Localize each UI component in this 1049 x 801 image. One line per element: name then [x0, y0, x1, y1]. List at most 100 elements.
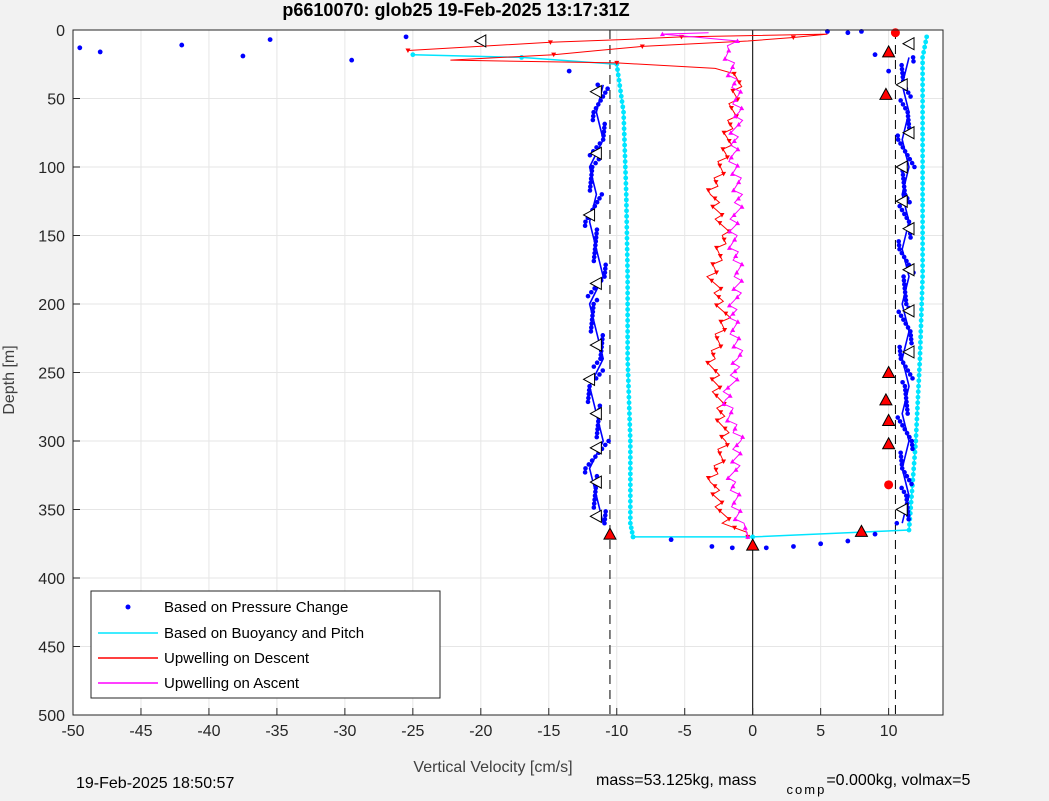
buoyancy-point — [912, 455, 917, 461]
buoyancy-point — [626, 394, 632, 400]
upwelling-descent-point — [724, 155, 730, 160]
buoyancy-point — [627, 471, 633, 477]
upwelling-descent-point — [728, 105, 734, 111]
upwelling-ascent-point — [728, 154, 734, 160]
buoyancy-point — [615, 72, 621, 78]
upwelling-ascent-point — [732, 237, 738, 242]
buoyancy-point — [918, 334, 924, 340]
buoyancy-point — [918, 312, 924, 318]
pressure-point — [593, 160, 598, 166]
x-tick-label: -45 — [129, 723, 152, 740]
upwelling-descent-point — [719, 500, 725, 506]
upwelling-ascent-point — [726, 48, 732, 53]
red-triangle-marker — [879, 87, 893, 100]
upwelling-ascent-point — [731, 500, 737, 505]
pressure-point — [591, 258, 597, 264]
pressure-outlier-point — [566, 68, 572, 74]
upwelling-ascent-point — [732, 368, 738, 374]
buoyancy-point — [624, 202, 629, 208]
pressure-point — [602, 125, 607, 131]
buoyancy-point — [627, 466, 633, 471]
upwelling-ascent-point — [734, 442, 740, 448]
pressure-point — [896, 309, 902, 315]
buoyancy-point — [616, 77, 622, 83]
pressure-outlier-point — [763, 545, 769, 551]
buoyancy-point — [920, 60, 926, 66]
y-tick-label: 50 — [47, 92, 65, 109]
buoyancy-point — [625, 361, 631, 367]
x-tick-label: -20 — [469, 723, 492, 740]
pressure-outlier-point — [886, 68, 892, 74]
pressure-point — [587, 188, 593, 193]
upwelling-ascent-point — [736, 122, 742, 127]
upwelling-descent-point — [720, 147, 726, 152]
pressure-point — [899, 485, 904, 491]
footer-comp-text: =0.000kg, volmax=5 — [826, 772, 971, 789]
pressure-point — [899, 466, 905, 471]
buoyancy-point — [624, 219, 630, 225]
pressure-point — [589, 168, 595, 174]
buoyancy-point — [624, 224, 630, 230]
pressure-point — [901, 184, 907, 189]
buoyancy-point — [920, 137, 926, 143]
black-triangle-marker — [473, 34, 487, 48]
y-tick-label: 500 — [38, 708, 65, 725]
pressure-point — [905, 113, 911, 119]
buoyancy-point — [916, 372, 922, 378]
pressure-point — [897, 348, 903, 354]
pressure-point — [907, 156, 913, 162]
upwelling-descent-point — [710, 204, 716, 210]
pressure-point — [595, 423, 601, 428]
legend-label-descent: Upwelling on Descent — [164, 650, 310, 667]
pressure-point — [906, 219, 912, 225]
pressure-point — [600, 368, 606, 373]
pressure-point — [900, 74, 906, 80]
data-series — [77, 28, 930, 551]
pressure-point — [898, 356, 904, 362]
footer-mass-info: mass=53.125kg, mass comp=0.000kg, volmax=… — [596, 772, 971, 797]
legend-entry-buoyancy: Based on Buoyancy and Pitch — [98, 625, 364, 642]
buoyancy-point — [911, 460, 917, 466]
upwelling-ascent-point — [730, 64, 736, 69]
legend-entry-ascent: Upwelling on Ascent — [98, 675, 300, 692]
buoyancy-point — [914, 422, 920, 427]
buoyancy-point — [624, 246, 630, 252]
pressure-point — [901, 176, 906, 182]
buoyancy-point — [920, 246, 926, 252]
upwelling-ascent-point — [725, 385, 731, 390]
pressure-point — [583, 466, 588, 471]
buoyancy-point — [920, 159, 926, 164]
buoyancy-point — [625, 285, 631, 290]
upwelling-ascent-point — [738, 89, 744, 94]
buoyancy-point — [908, 499, 914, 505]
buoyancy-point — [624, 230, 630, 236]
buoyancy-point — [622, 164, 628, 170]
black-triangle-marker — [582, 208, 596, 222]
pressure-point — [589, 458, 595, 463]
buoyancy-point — [914, 411, 920, 416]
buoyancy-point — [618, 93, 624, 99]
buoyancy-point — [920, 186, 926, 192]
pressure-point — [598, 352, 604, 358]
pressure-point — [909, 442, 915, 448]
pressure-point — [897, 419, 903, 424]
pressure-point — [593, 454, 598, 459]
pressure-point — [594, 231, 599, 236]
buoyancy-point — [918, 318, 924, 323]
pressure-point — [908, 235, 913, 240]
buoyancy-point — [627, 482, 633, 488]
buoyancy-point — [625, 290, 631, 296]
pressure-point — [899, 462, 905, 467]
pressure-point — [910, 376, 915, 381]
pressure-point — [900, 360, 906, 366]
pressure-point — [898, 313, 904, 319]
upwelling-ascent-point — [734, 38, 740, 43]
pressure-point — [589, 325, 594, 330]
upwelling-descent-point — [714, 270, 720, 275]
pressure-point — [905, 90, 911, 95]
pressure-outlier-point — [818, 541, 824, 547]
upwelling-descent-point — [717, 254, 723, 259]
buoyancy-point — [915, 389, 921, 395]
pressure-point — [588, 180, 594, 185]
pressure-point — [597, 196, 602, 201]
